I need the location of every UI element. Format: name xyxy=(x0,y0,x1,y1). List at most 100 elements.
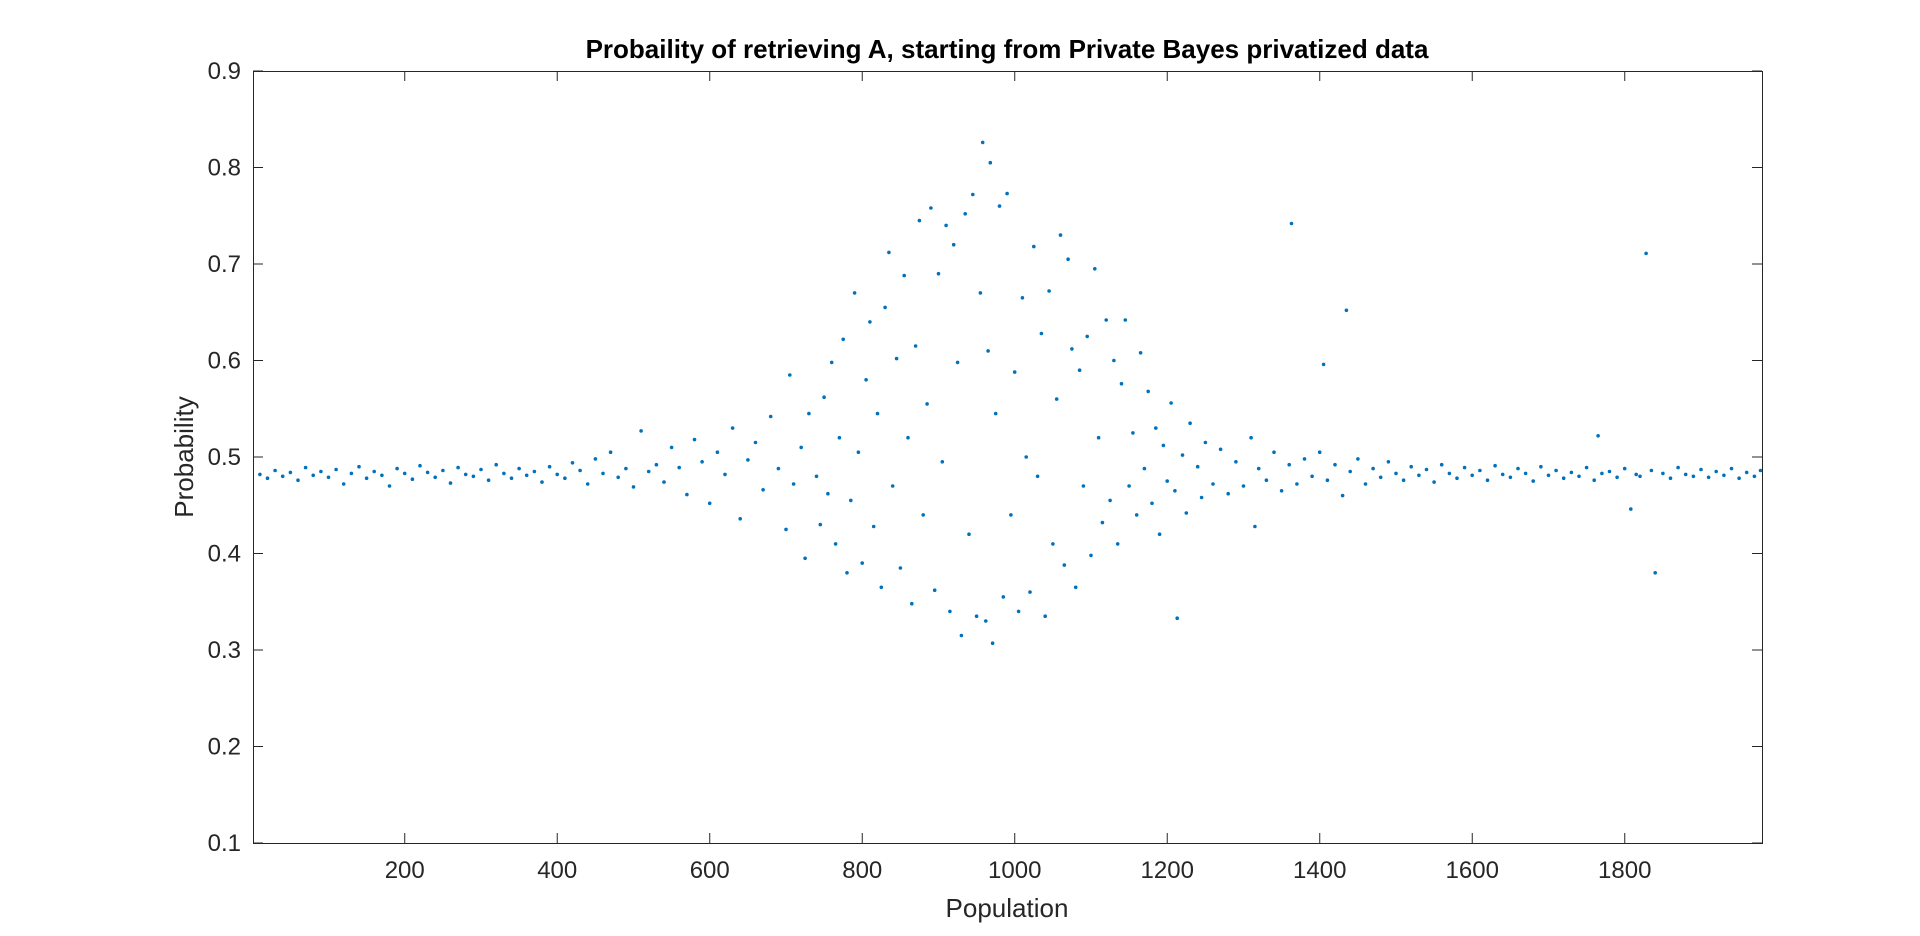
scatter-point xyxy=(685,492,689,497)
scatter-point xyxy=(608,450,613,455)
scatter-point xyxy=(951,242,956,247)
scatter-point xyxy=(1032,244,1036,249)
scatter-point xyxy=(585,482,590,486)
scatter-point xyxy=(860,561,864,565)
scatter-point xyxy=(494,462,499,467)
scatter-point xyxy=(894,356,899,361)
scatter-point xyxy=(1287,462,1291,467)
scatter-point xyxy=(1142,466,1147,471)
y-tick-label: 0.2 xyxy=(208,734,241,761)
scatter-point xyxy=(1348,469,1352,474)
scatter-point xyxy=(1462,465,1467,470)
scatter-point xyxy=(1615,475,1619,480)
scatter-point xyxy=(852,291,857,295)
scatter-point xyxy=(993,411,998,416)
scatter-point xyxy=(1432,480,1436,484)
scatter-point xyxy=(326,475,331,480)
scatter-point xyxy=(1112,358,1116,363)
scatter-point xyxy=(456,465,460,470)
scatter-point xyxy=(1317,450,1322,455)
scatter-point xyxy=(1668,476,1673,481)
scatter-point xyxy=(410,477,415,482)
scatter-point xyxy=(974,614,979,618)
scatter-point xyxy=(1325,478,1330,483)
scatter-point xyxy=(1758,468,1763,473)
scatter-point xyxy=(662,480,666,484)
scatter-point xyxy=(890,484,895,488)
scatter-point xyxy=(1138,351,1143,355)
scatter-point xyxy=(273,468,277,473)
scatter-point xyxy=(1592,478,1596,483)
scatter-point xyxy=(1493,463,1497,468)
scatter-point xyxy=(887,250,891,255)
scatter-point xyxy=(341,482,346,486)
y-tick-label: 0.6 xyxy=(208,348,241,375)
scatter-point xyxy=(1302,457,1307,461)
scatter-point xyxy=(555,472,559,477)
scatter-point xyxy=(1569,470,1574,475)
x-tick-label: 1400 xyxy=(1293,857,1346,884)
y-tick-label: 0.3 xyxy=(208,637,241,664)
scatter-point xyxy=(1356,457,1360,461)
scatter-point xyxy=(944,223,948,228)
scatter-point xyxy=(1157,532,1162,536)
scatter-point xyxy=(1054,397,1059,401)
scatter-point xyxy=(1607,469,1612,474)
scatter-point xyxy=(1295,482,1299,486)
scatter-point xyxy=(707,501,712,506)
y-tick-label: 0.9 xyxy=(208,58,241,85)
scatter-point xyxy=(601,471,605,476)
scatter-point xyxy=(624,466,628,471)
scatter-point xyxy=(395,466,399,471)
scatter-point xyxy=(700,460,704,464)
scatter-point xyxy=(990,641,995,645)
scatter-point xyxy=(1417,473,1421,478)
scatter-point xyxy=(1058,233,1063,237)
scatter-point xyxy=(1478,468,1482,473)
scatter-point xyxy=(524,473,529,478)
scatter-point xyxy=(730,426,735,430)
scatter-point xyxy=(1600,471,1604,476)
y-tick-label: 0.7 xyxy=(208,251,241,278)
scatter-point xyxy=(1622,466,1627,471)
scatter-point xyxy=(906,435,910,440)
scatter-point xyxy=(303,465,308,470)
scatter-point xyxy=(845,571,849,575)
scatter-point xyxy=(826,491,830,496)
scatter-point xyxy=(441,468,445,473)
scatter-point xyxy=(1195,464,1200,469)
scatter-point xyxy=(971,192,975,197)
scatter-point xyxy=(1676,465,1680,470)
scatter-point xyxy=(1289,221,1294,226)
x-tick-label: 1000 xyxy=(988,857,1041,884)
scatter-point xyxy=(1447,471,1452,476)
scatter-point xyxy=(818,522,823,527)
scatter-point xyxy=(917,218,922,223)
scatter-point xyxy=(677,465,681,470)
scatter-point xyxy=(631,485,636,489)
scatter-point xyxy=(715,450,720,455)
scatter-point xyxy=(1043,614,1047,618)
scatter-point xyxy=(1218,447,1223,452)
scatter-point xyxy=(1470,473,1474,478)
scatter-point xyxy=(803,556,807,561)
scatter-point xyxy=(402,471,407,476)
scatter-point xyxy=(807,411,811,416)
x-tick-label: 200 xyxy=(385,857,425,884)
scatter-point xyxy=(1119,381,1124,386)
scatter-point xyxy=(692,437,697,442)
scatter-point xyxy=(372,469,377,474)
scatter-point xyxy=(1146,389,1150,394)
scatter-point xyxy=(1500,472,1505,477)
scatter-point xyxy=(988,160,993,165)
scatter-point xyxy=(856,450,861,455)
scatter-point xyxy=(978,291,983,295)
scatter-point xyxy=(280,474,285,479)
scatter-point xyxy=(448,481,453,485)
scatter-point xyxy=(822,395,826,400)
scatter-points xyxy=(258,140,1763,645)
scatter-point xyxy=(1737,476,1741,481)
scatter-point xyxy=(1203,440,1208,445)
scatter-point xyxy=(1131,431,1135,435)
